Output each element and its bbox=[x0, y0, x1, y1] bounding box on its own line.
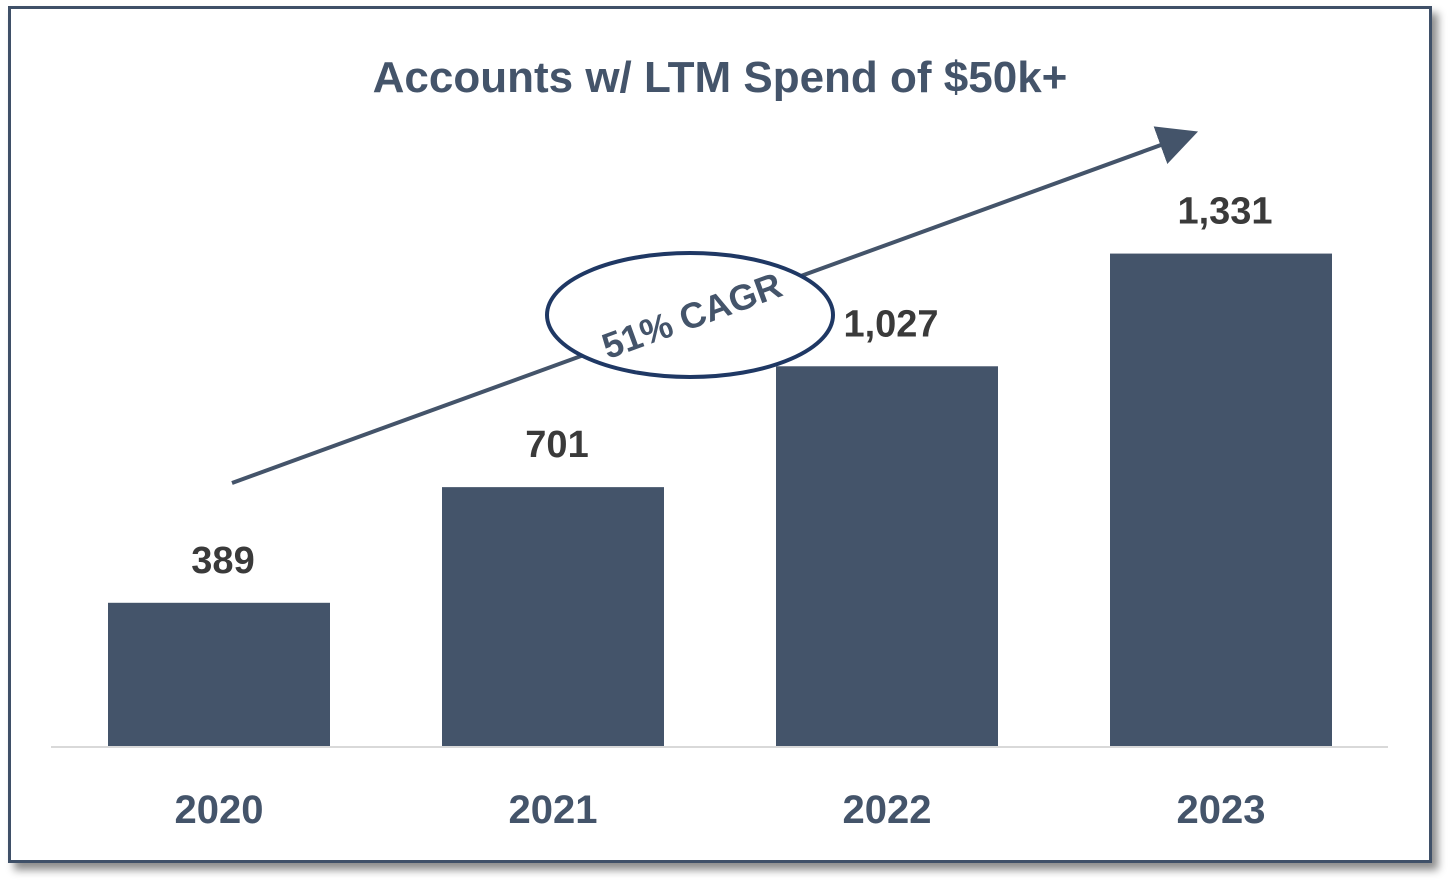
chart-title: Accounts w/ LTM Spend of $50k+ bbox=[373, 53, 1068, 102]
bar-2020 bbox=[108, 602, 330, 747]
value-label-2023: 1,331 bbox=[1177, 191, 1272, 233]
cagr-callout: 51% CAGR bbox=[545, 251, 835, 379]
bar-2022 bbox=[776, 366, 998, 747]
value-label-2020: 389 bbox=[191, 540, 254, 582]
bar-2021 bbox=[442, 487, 664, 747]
x-tick-label-2023: 2023 bbox=[1177, 788, 1266, 832]
x-tick-label-2021: 2021 bbox=[509, 788, 598, 832]
cagr-ellipse bbox=[545, 251, 835, 379]
x-tick-label-2022: 2022 bbox=[843, 788, 932, 832]
bars-layer: 389 2020 701 2021 1,027 2022 1,331 2023 bbox=[108, 191, 1332, 832]
value-label-2021: 701 bbox=[525, 424, 588, 466]
value-label-2022: 1,027 bbox=[843, 303, 938, 345]
x-tick-label-2020: 2020 bbox=[175, 788, 264, 832]
bar-2023 bbox=[1110, 253, 1332, 747]
